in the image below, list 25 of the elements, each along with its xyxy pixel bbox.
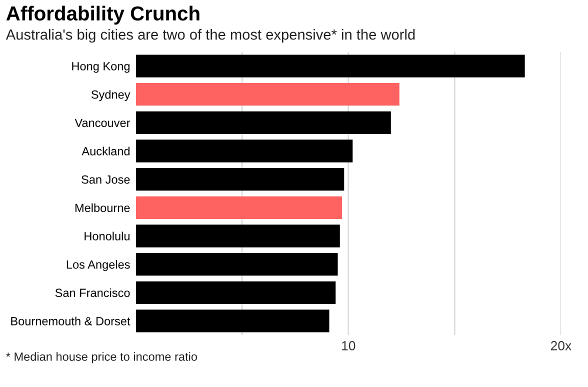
y-tick-label: Honolulu: [84, 232, 130, 240]
y-tick-label: Auckland: [82, 146, 130, 156]
x-tick-label: 20x: [550, 341, 572, 350]
bar: [136, 196, 342, 219]
bar: [136, 281, 336, 304]
text: * Median house price to income ratio: [6, 352, 197, 364]
y-tick-label: Vancouver: [74, 118, 130, 128]
bar: [136, 140, 353, 162]
y-tick-label: Melbourne: [75, 203, 130, 212]
bar: [136, 111, 391, 134]
bar: [136, 83, 400, 106]
y-tick-label: Los Angeles: [66, 260, 130, 272]
y-tick-label: San Francisco: [55, 288, 130, 298]
bar: [136, 168, 344, 191]
chart-subtitle: Australia's big cities are two of the most expensive* in the world: [6, 29, 415, 43]
y-tick-label: Bournemouth & Dorset: [11, 316, 130, 326]
bar: [136, 310, 330, 332]
chart-title: Affordability Crunch: [6, 6, 200, 25]
x-tick-label: 10: [342, 341, 356, 350]
bar: [136, 54, 525, 78]
bar: [136, 224, 340, 248]
y-tick-label: San Jose: [82, 175, 130, 184]
bar: [136, 252, 338, 276]
y-tick-label: Sydney: [91, 90, 130, 102]
y-tick-label: Hong Kong: [72, 62, 130, 73]
